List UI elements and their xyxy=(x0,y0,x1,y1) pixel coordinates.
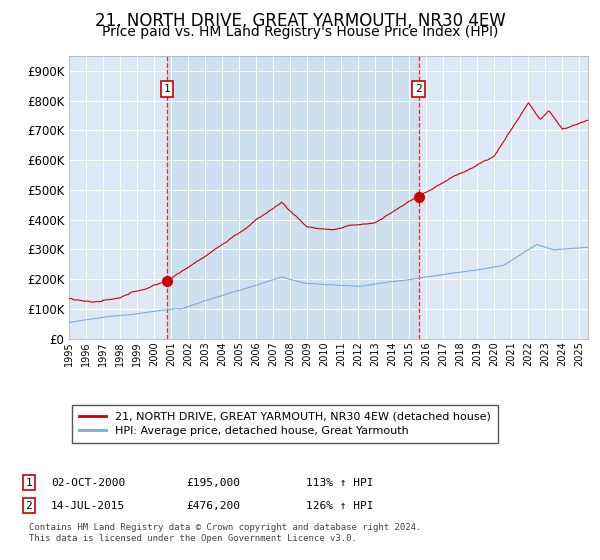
Text: 14-JUL-2015: 14-JUL-2015 xyxy=(51,501,125,511)
Legend: 21, NORTH DRIVE, GREAT YARMOUTH, NR30 4EW (detached house), HPI: Average price, : 21, NORTH DRIVE, GREAT YARMOUTH, NR30 4E… xyxy=(72,405,498,443)
Text: Contains HM Land Registry data © Crown copyright and database right 2024.: Contains HM Land Registry data © Crown c… xyxy=(29,523,421,532)
Text: 2: 2 xyxy=(415,84,422,94)
Text: This data is licensed under the Open Government Licence v3.0.: This data is licensed under the Open Gov… xyxy=(29,534,356,543)
Text: £195,000: £195,000 xyxy=(186,478,240,488)
Text: 1: 1 xyxy=(163,84,170,94)
Text: 1: 1 xyxy=(25,478,32,488)
Text: 02-OCT-2000: 02-OCT-2000 xyxy=(51,478,125,488)
Bar xyxy=(167,56,419,339)
Text: 21, NORTH DRIVE, GREAT YARMOUTH, NR30 4EW: 21, NORTH DRIVE, GREAT YARMOUTH, NR30 4E… xyxy=(95,12,505,30)
Text: Price paid vs. HM Land Registry's House Price Index (HPI): Price paid vs. HM Land Registry's House … xyxy=(102,25,498,39)
Text: 126% ↑ HPI: 126% ↑ HPI xyxy=(306,501,373,511)
Text: 2: 2 xyxy=(25,501,32,511)
Text: 113% ↑ HPI: 113% ↑ HPI xyxy=(306,478,373,488)
Text: £476,200: £476,200 xyxy=(186,501,240,511)
